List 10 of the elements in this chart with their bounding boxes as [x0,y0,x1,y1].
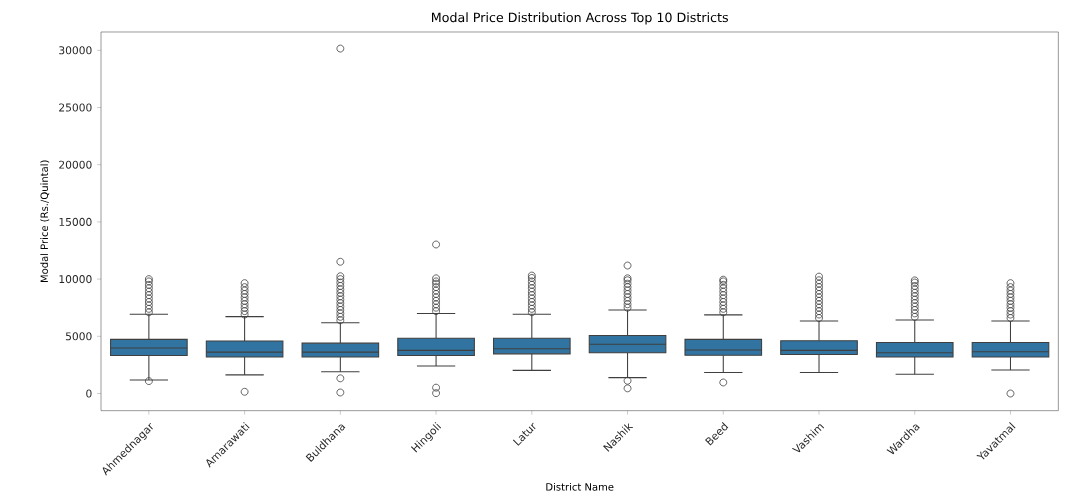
y-tick-label: 20000 [59,160,92,169]
x-axis-title: District Name [546,482,614,491]
y-tick-label: 10000 [59,275,92,284]
y-tick-label: 30000 [59,46,92,55]
y-tick-label: 25000 [59,103,92,112]
chart-title: Modal Price Distribution Across Top 10 Districts [432,12,728,25]
y-tick-label: 15000 [59,217,92,226]
y-tick-label: 5000 [65,332,92,341]
y-axis-title: Modal Price (Rs./Quintal) [40,160,50,283]
y-tick-label: 0 [86,389,92,398]
